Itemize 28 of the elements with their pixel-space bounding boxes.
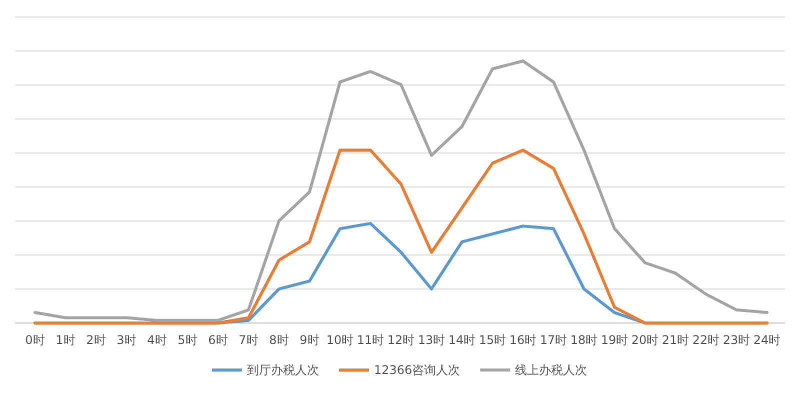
legend-label: 线上办税人次 (515, 363, 588, 377)
x-tick-label: 4时 (147, 333, 167, 347)
x-tick-label: 17时 (540, 333, 568, 347)
x-tick-label: 22时 (692, 333, 720, 347)
x-tick-label: 23时 (722, 333, 750, 347)
x-tick-label: 18时 (570, 333, 598, 347)
x-tick-label: 11时 (356, 333, 384, 347)
x-tick-label: 8时 (269, 333, 289, 347)
x-tick-label: 21时 (662, 333, 690, 347)
x-tick-label: 16时 (509, 333, 537, 347)
x-tick-label: 15时 (478, 333, 506, 347)
x-tick-label: 9时 (300, 333, 320, 347)
x-tick-label: 2时 (86, 333, 106, 347)
legend-label: 12366咨询人次 (374, 363, 460, 377)
x-tick-label: 12时 (387, 333, 415, 347)
x-tick-label: 13时 (418, 333, 446, 347)
x-tick-label: 19时 (600, 333, 628, 347)
x-tick-label: 7时 (238, 333, 258, 347)
x-tick-label: 1时 (56, 333, 76, 347)
x-tick-label: 5时 (178, 333, 198, 347)
x-tick-label: 20时 (631, 333, 659, 347)
x-tick-label: 0时 (25, 333, 45, 347)
x-tick-label: 24时 (753, 333, 781, 347)
legend-label: 到厅办税人次 (247, 363, 319, 377)
x-tick-label: 6时 (208, 333, 228, 347)
x-tick-label: 3时 (116, 333, 136, 347)
x-tick-label: 14时 (448, 333, 476, 347)
x-tick-label: 10时 (326, 333, 354, 347)
